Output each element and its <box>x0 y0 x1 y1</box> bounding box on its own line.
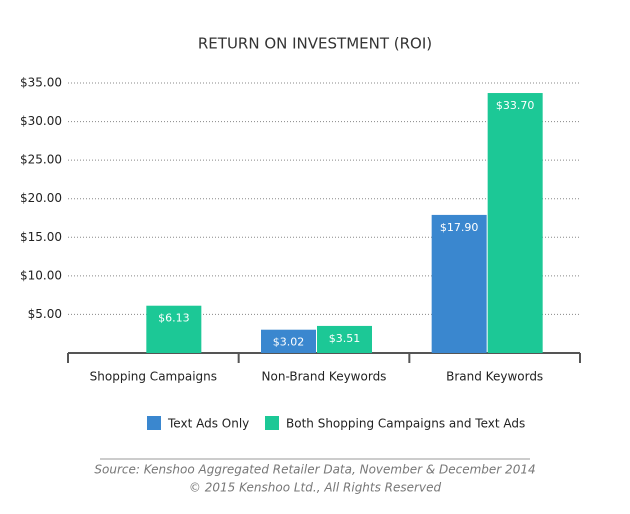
y-tick-label: $30.00 <box>20 114 62 128</box>
chart-title: RETURN ON INVESTMENT (ROI) <box>198 35 432 53</box>
y-tick-label: $15.00 <box>20 230 62 244</box>
x-tick-label: Shopping Campaigns <box>90 370 217 384</box>
value-label: $3.02 <box>273 336 305 349</box>
x-tick-label: Non-Brand Keywords <box>262 370 387 384</box>
value-label: $3.51 <box>329 332 361 345</box>
bar <box>431 214 487 353</box>
legend-label: Both Shopping Campaigns and Text Ads <box>286 417 525 431</box>
copyright-note: © 2015 Kenshoo Ltd., All Rights Reserved <box>189 481 442 495</box>
y-tick-label: $5.00 <box>28 307 62 321</box>
y-tick-label: $10.00 <box>20 268 62 282</box>
legend-label: Text Ads Only <box>167 417 249 431</box>
y-tick-label: $20.00 <box>20 191 62 205</box>
value-label: $6.13 <box>158 312 190 325</box>
legend-swatch <box>265 416 279 430</box>
y-tick-label: $35.00 <box>20 76 62 90</box>
source-note: Source: Kenshoo Aggregated Retailer Data… <box>94 463 535 477</box>
y-tick-label: $25.00 <box>20 153 62 167</box>
x-tick-label: Brand Keywords <box>446 370 543 384</box>
bar <box>261 329 316 353</box>
value-label: $17.90 <box>440 221 479 234</box>
bar <box>146 305 202 353</box>
legend-swatch <box>147 416 161 430</box>
bar <box>487 93 543 354</box>
bar <box>317 325 372 353</box>
value-label: $33.70 <box>496 99 535 112</box>
